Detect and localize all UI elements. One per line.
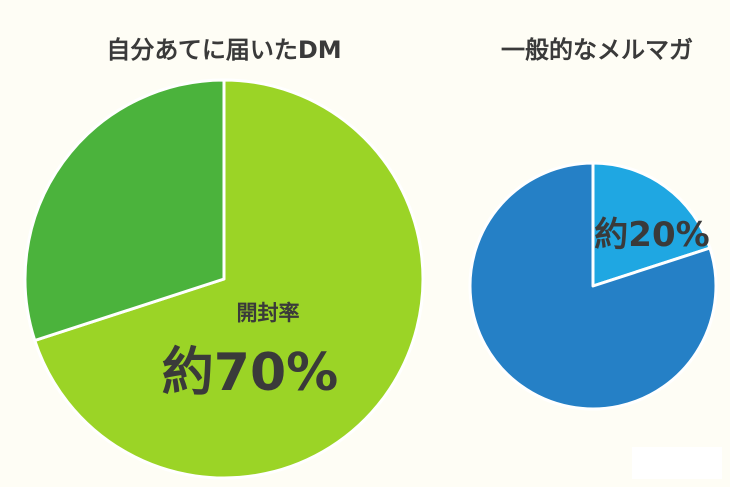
newsletter-pie-chart <box>468 161 718 411</box>
dm-pie-slice-0 <box>33 78 425 480</box>
dm-open-rate-label: 開封率 <box>237 301 300 325</box>
newsletter-pie-slice-1 <box>468 161 718 411</box>
dm-pie-slice-1 <box>23 78 226 342</box>
newsletter-open-rate-value: 約20% <box>594 215 709 255</box>
newsletter-chart-title: 一般的なメルマガ <box>501 36 693 64</box>
newsletter-pie-slice-0 <box>591 161 712 288</box>
background-patch <box>632 447 722 479</box>
dm-pie-chart <box>23 78 425 480</box>
dm-open-rate-value: 約70% <box>162 343 338 403</box>
dm-chart-title: 自分あてに届いたDM <box>106 36 342 64</box>
